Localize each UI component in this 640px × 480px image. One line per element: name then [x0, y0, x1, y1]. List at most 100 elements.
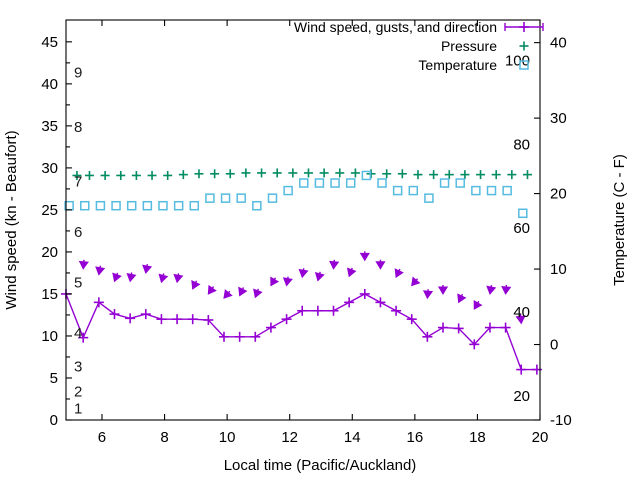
wind-direction-arrow: [207, 284, 217, 295]
wind-direction-arrow: [422, 290, 434, 300]
marker-square: [126, 200, 137, 211]
x-tick-label-20: 20: [532, 429, 549, 446]
beaufort-label-3: 3: [74, 358, 82, 375]
marker-square: [424, 193, 434, 203]
marker-square: [439, 178, 450, 188]
x-tick-label-18: 18: [469, 429, 486, 446]
legend-layer: Wind speed, gusts, and direction Pressure…: [294, 19, 544, 73]
beaufort-label-4: 4: [74, 325, 82, 342]
marker-square: [455, 178, 465, 188]
wind-direction-arrow: [78, 260, 89, 270]
y2-tick-label-f-60: 60: [513, 220, 530, 237]
wind-direction-arrow: [501, 286, 512, 295]
marker-square: [314, 178, 325, 188]
legend-entry-2: Temperature: [418, 57, 529, 73]
wind-direction-arrow: [346, 267, 357, 278]
y-tick-label-25: 25: [41, 202, 58, 219]
beaufort-label-5: 5: [74, 274, 82, 291]
beaufort-label-9: 9: [74, 64, 82, 81]
wind-direction-arrow: [329, 260, 340, 270]
wind-direction-arrow: [270, 276, 280, 287]
wind-direction-arrow: [486, 285, 497, 295]
marker-square: [111, 200, 121, 211]
marker-square: [361, 170, 372, 181]
series-wind-speed: [61, 288, 542, 375]
y2-tick-label-c-10: 10: [550, 261, 567, 278]
x-tick-label-14: 14: [344, 429, 361, 446]
marker-square: [173, 200, 184, 211]
marker-square: [142, 200, 153, 211]
legend-label-0: Wind speed, gusts, and direction: [294, 19, 497, 35]
y-tick-label-30: 30: [41, 160, 58, 177]
y2-tick-label-c--10: -10: [550, 412, 572, 429]
marker-square: [267, 193, 278, 203]
series-pressure: [72, 168, 532, 180]
wind-direction-arrow: [359, 252, 370, 262]
marker-square: [158, 200, 168, 211]
marker-square: [330, 178, 340, 188]
wind-direction-arrow: [158, 273, 169, 284]
marker-square: [471, 185, 481, 196]
wind-direction-arrow: [173, 273, 184, 284]
y-tick-label-15: 15: [41, 286, 58, 303]
marker-square: [283, 185, 293, 196]
marker-square: [345, 178, 356, 188]
wind-direction-arrow: [314, 271, 325, 282]
wind-direction-arrow: [253, 288, 263, 299]
wind-direction-arrow: [95, 266, 106, 276]
plot-area: [66, 20, 540, 420]
marker-square: [252, 200, 262, 211]
y-tick-label-35: 35: [41, 118, 58, 135]
plot-frame: [65, 19, 541, 421]
x-tick-label-16: 16: [407, 429, 424, 446]
legend-entry-0: Wind speed, gusts, and direction: [294, 19, 544, 35]
marker-square: [299, 178, 309, 188]
legend-entry-1: Pressure: [441, 38, 529, 54]
series-layer: [61, 168, 542, 375]
wind-direction-arrow: [126, 273, 137, 283]
wind-direction-arrow: [411, 276, 421, 287]
y2-tick-label-f-20: 20: [513, 388, 530, 405]
beaufort-label-1: 1: [74, 400, 82, 417]
wind-direction-arrow: [142, 264, 153, 274]
y2-tick-label-f-80: 80: [513, 136, 530, 153]
axes-layer: [65, 19, 541, 421]
marker-square: [519, 60, 529, 70]
y2-tick-label-c-20: 20: [550, 186, 567, 203]
marker-square: [220, 193, 231, 203]
marker-square: [377, 178, 387, 188]
y-tick-label-20: 20: [41, 244, 58, 261]
y2-axis-title: Temperature (C - F): [611, 154, 628, 286]
x-tick-label-6: 6: [98, 429, 106, 446]
y-tick-label-10: 10: [41, 328, 58, 345]
beaufort-label-7: 7: [74, 174, 82, 191]
marker-square: [80, 200, 90, 211]
beaufort-label-8: 8: [74, 119, 82, 136]
wind-direction-arrow: [112, 272, 122, 283]
marker-square: [189, 200, 200, 211]
marker-square: [486, 185, 497, 196]
y-axis-title: Wind speed (kn - Beaufort): [3, 130, 20, 309]
y-tick-label-0: 0: [50, 412, 58, 429]
marker-square: [502, 185, 512, 196]
wind-direction-arrow: [394, 268, 404, 279]
wind-direction-arrow: [375, 261, 386, 270]
marker-square: [95, 200, 106, 211]
marker-square: [205, 193, 215, 203]
legend-label-2: Temperature: [418, 57, 497, 73]
y2-tick-label-f-40: 40: [513, 304, 530, 321]
x-tick-label-10: 10: [219, 429, 236, 446]
y2-tick-label-c-40: 40: [550, 35, 567, 52]
x-tick-label-12: 12: [281, 429, 298, 446]
wind-direction-arrow: [473, 300, 483, 310]
x-axis-title: Local time (Pacific/Auckland): [224, 457, 417, 474]
series-wind-gusts: [78, 251, 526, 325]
beaufort-label-6: 6: [74, 224, 82, 241]
wind-direction-arrow: [437, 286, 449, 295]
x-tick-label-8: 8: [160, 429, 168, 446]
y2-tick-label-c-30: 30: [550, 110, 567, 127]
wind-direction-arrow: [282, 277, 293, 287]
